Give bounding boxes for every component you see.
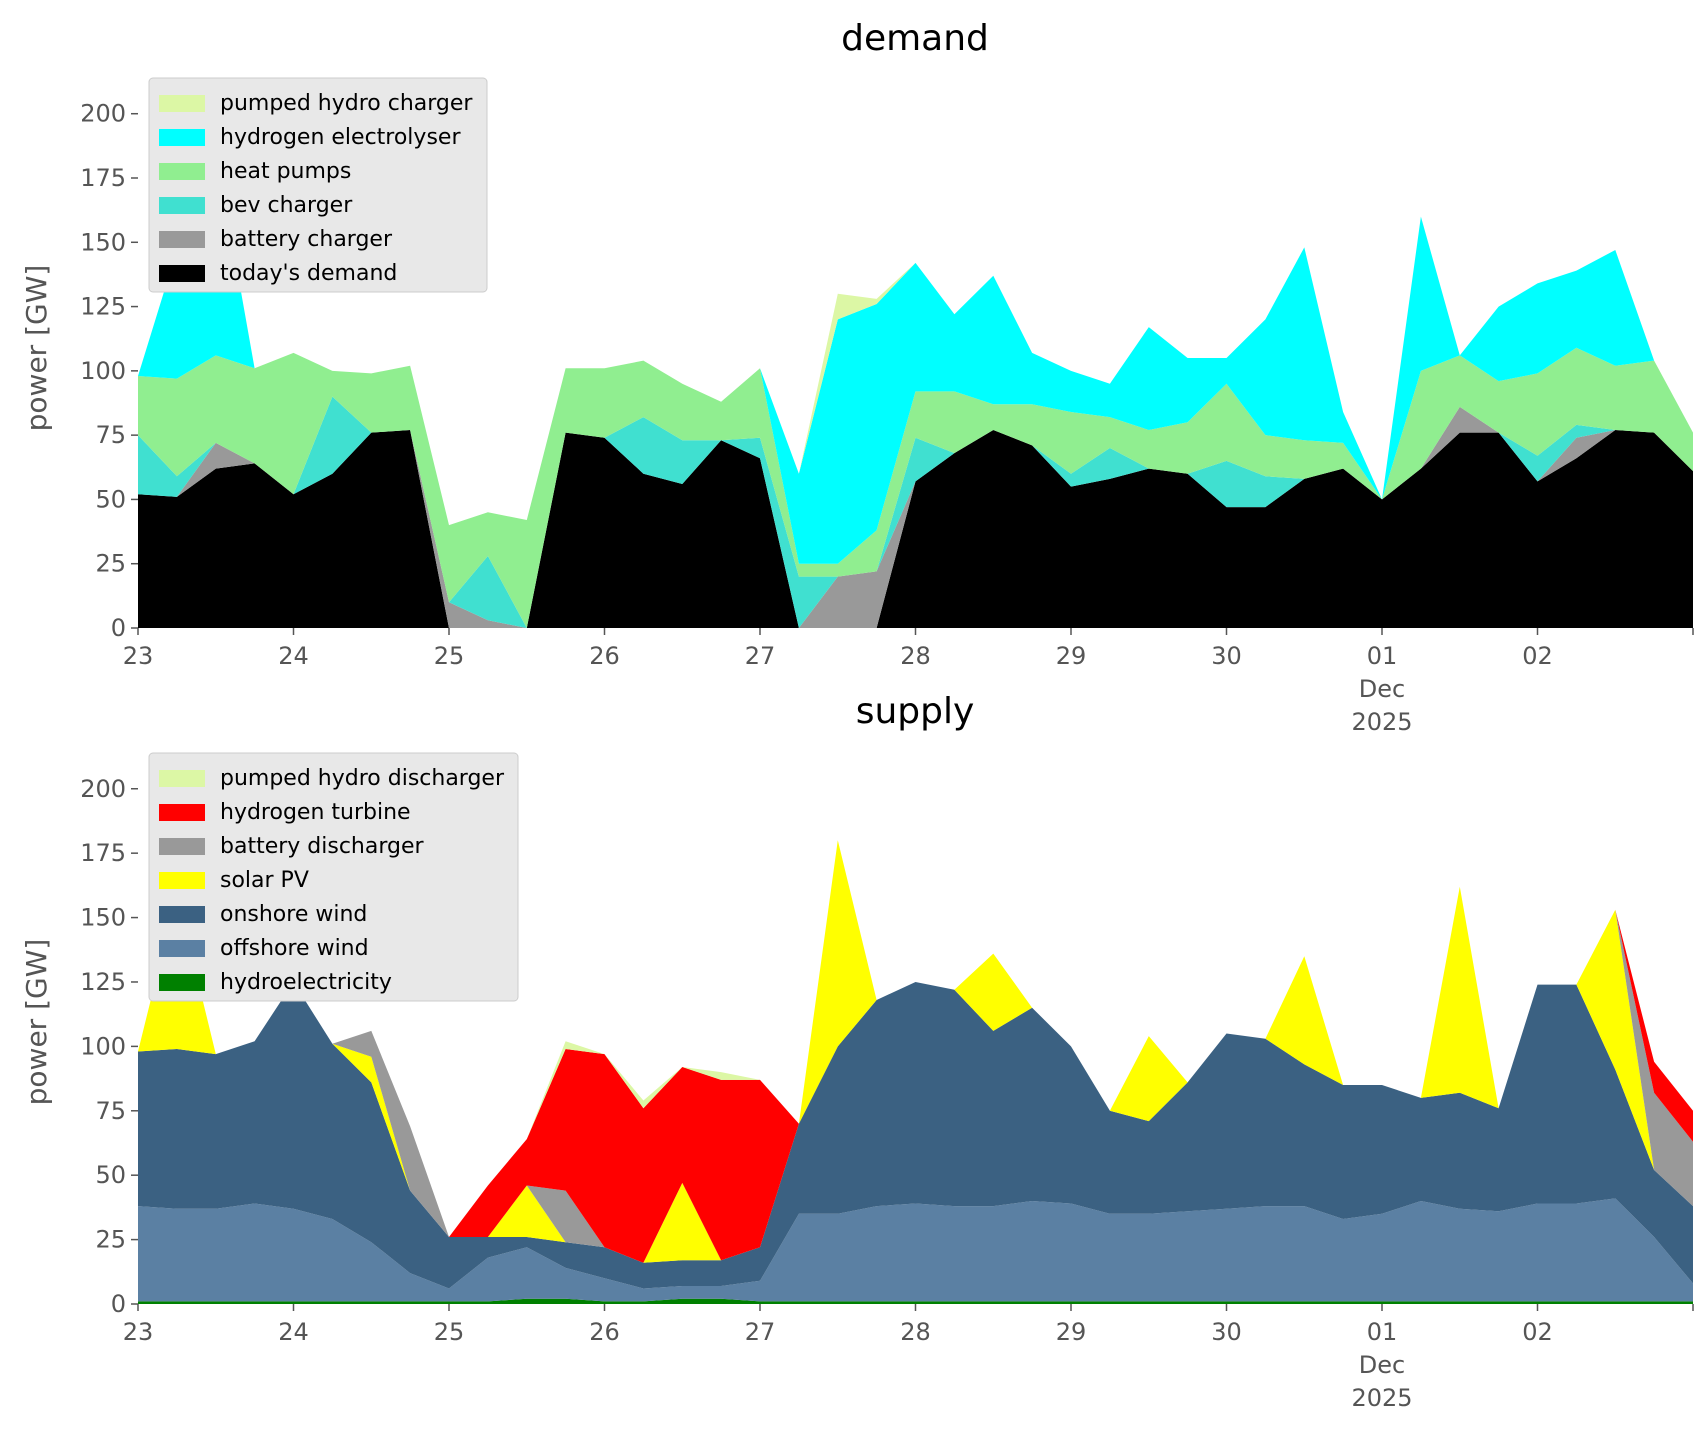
demand-x-tick-label: 24 xyxy=(278,642,309,670)
demand-y-tick-label: 150 xyxy=(80,228,126,256)
supply-area-offshore-wind xyxy=(138,1198,1693,1302)
supply-panel: supply power [GW] 0 25 50 75 100 125 150 175 200… xyxy=(20,691,1694,1412)
supply-x-tick-label: 28 xyxy=(900,1318,931,1346)
supply-x-tick-label: 25 xyxy=(434,1318,465,1346)
supply-legend-box xyxy=(148,752,519,1002)
supply-x-tick-label: 24 xyxy=(278,1318,309,1346)
supply-legend-label-onshore-wind: onshore wind xyxy=(220,902,367,927)
supply-area-onshore-wind xyxy=(138,982,1693,1289)
demand-x-tick-label: 2025 xyxy=(1351,708,1412,736)
supply-legend-swatch-offshore-wind xyxy=(159,940,205,957)
supply-y-tick-label: 75 xyxy=(95,1097,126,1125)
demand-legend-swatch-today-s-demand xyxy=(159,265,205,282)
supply-x-tick-label: 30 xyxy=(1211,1318,1242,1346)
demand-legend-swatch-bev-charger xyxy=(159,197,205,214)
supply-y-tick-label: 200 xyxy=(80,775,126,803)
demand-y-tick-label: 25 xyxy=(95,550,126,578)
demand-x-tick-label: 23 xyxy=(123,642,154,670)
supply-legend-label-hydrogen-turbine: hydrogen turbine xyxy=(220,800,411,825)
demand-y-tick-label: 175 xyxy=(80,164,126,192)
supply-legend-swatch-battery-discharger xyxy=(159,838,205,855)
supply-x-tick-label: Dec xyxy=(1359,1351,1405,1379)
demand-legend-box xyxy=(148,77,488,293)
demand-y-tick-label: 75 xyxy=(95,421,126,449)
supply-plot-area: 0 25 50 75 100 125 150 175 200 23 24 25 26 27 28 29 30 01… xyxy=(80,752,1694,1412)
demand-legend-label-bev-charger: bev charger xyxy=(220,193,353,218)
supply-x-tick-label: 2025 xyxy=(1351,1384,1412,1412)
demand-legend-swatch-hydrogen-electrolyser xyxy=(159,129,205,146)
demand-x-tick-label: 27 xyxy=(745,642,776,670)
supply-x-tick-label: 02 xyxy=(1522,1318,1553,1346)
supply-legend-label-pumped-hydro-discharger: pumped hydro discharger xyxy=(220,766,505,791)
demand-panel: demand power [GW] 0 25 50 75 100 125 150 175 200… xyxy=(20,18,1694,736)
supply-y-tick-label: 125 xyxy=(80,968,126,996)
supply-y-tick-label: 0 xyxy=(111,1290,126,1318)
supply-legend-label-hydroelectricity: hydroelectricity xyxy=(220,970,392,995)
demand-x-tick-label: Dec xyxy=(1359,675,1405,703)
supply-y-tick-label: 150 xyxy=(80,904,126,932)
demand-area-hydrogen-electrolyser xyxy=(138,149,1693,564)
supply-y-tick-label: 100 xyxy=(80,1032,126,1060)
demand-x-tick-label: 28 xyxy=(900,642,931,670)
demand-legend-swatch-battery-charger xyxy=(159,231,205,248)
demand-legend: pumped hydro charger hydrogen electrolyse… xyxy=(148,77,488,293)
demand-y-axis-label: power [GW] xyxy=(20,265,53,432)
supply-legend-label-battery-discharger: battery discharger xyxy=(220,834,425,859)
demand-area-bev-charger xyxy=(138,396,1693,628)
supply-x-tick-label: 26 xyxy=(589,1318,620,1346)
demand-y-tick-label: 125 xyxy=(80,293,126,321)
demand-title: demand xyxy=(841,18,989,59)
supply-y-tick-label: 25 xyxy=(95,1226,126,1254)
demand-legend-label-pumped-hydro-charger: pumped hydro charger xyxy=(220,91,473,116)
supply-x-tick-label: 27 xyxy=(745,1318,776,1346)
demand-x-tick-label: 29 xyxy=(1056,642,1087,670)
demand-y-tick-label: 50 xyxy=(95,485,126,513)
supply-y-axis-label: power [GW] xyxy=(20,939,53,1106)
supply-x-tick-label: 23 xyxy=(123,1318,154,1346)
demand-x-tick-label: 25 xyxy=(434,642,465,670)
supply-legend-swatch-solar-pv xyxy=(159,872,205,889)
demand-x-tick-label: 01 xyxy=(1367,642,1398,670)
demand-area-heat-pumps xyxy=(138,347,1693,628)
demand-y-tick-label: 100 xyxy=(80,357,126,385)
demand-legend-swatch-pumped-hydro-charger xyxy=(159,95,205,112)
supply-legend-label-offshore-wind: offshore wind xyxy=(220,936,369,961)
demand-legend-label-battery-charger: battery charger xyxy=(220,227,393,252)
demand-y-tick-label: 200 xyxy=(80,100,126,128)
supply-legend-swatch-onshore-wind xyxy=(159,906,205,923)
demand-legend-label-today-s-demand: today's demand xyxy=(220,261,397,286)
demand-y-tick-label: 0 xyxy=(111,614,126,642)
demand-x-tick-label: 30 xyxy=(1211,642,1242,670)
supply-y-tick-label: 50 xyxy=(95,1161,126,1189)
supply-legend-swatch-hydrogen-turbine xyxy=(159,804,205,821)
demand-legend-label-hydrogen-electrolyser: hydrogen electrolyser xyxy=(220,125,461,150)
supply-x-tick-label: 01 xyxy=(1367,1318,1398,1346)
demand-legend-swatch-heat-pumps xyxy=(159,163,205,180)
demand-area-today-s-demand xyxy=(138,430,1693,628)
supply-area-hydrogen-turbine xyxy=(138,840,1693,1263)
demand-x-tick-label: 26 xyxy=(589,642,620,670)
supply-legend-label-solar-pv: solar PV xyxy=(220,868,309,893)
demand-legend-label-heat-pumps: heat pumps xyxy=(220,159,351,184)
supply-x-tick-label: 29 xyxy=(1056,1318,1087,1346)
supply-legend-swatch-hydroelectricity xyxy=(159,974,205,991)
demand-plot-area: 0 25 50 75 100 125 150 175 200 23 24 25 26 27 28 29 30 01… xyxy=(80,77,1694,736)
supply-title: supply xyxy=(856,691,975,732)
demand-x-tick-label: 02 xyxy=(1522,642,1553,670)
supply-legend: pumped hydro discharger hydrogen turbine b… xyxy=(148,752,519,1002)
supply-y-tick-label: 175 xyxy=(80,839,126,867)
supply-legend-swatch-pumped-hydro-discharger xyxy=(159,770,205,787)
